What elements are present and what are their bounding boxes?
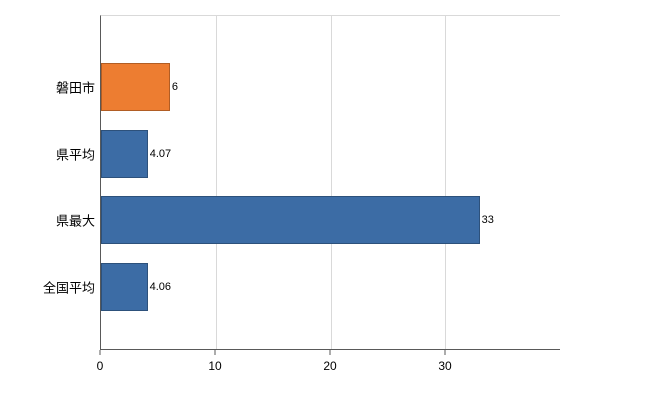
category-label: 県平均 bbox=[55, 147, 95, 163]
category-label: 県最大 bbox=[55, 213, 95, 229]
x-tick-mark bbox=[99, 350, 101, 355]
bar-row: 磐田市 6 bbox=[56, 54, 560, 121]
x-tick-mark bbox=[214, 350, 216, 355]
x-tick-label: 0 bbox=[96, 359, 104, 373]
category-label: 磐田市 bbox=[55, 80, 95, 96]
category-label: 全国平均 bbox=[42, 280, 95, 296]
x-tick-label: 10 bbox=[208, 359, 222, 373]
bar-row: 県平均 4.07 bbox=[56, 121, 560, 188]
gridline bbox=[215, 16, 217, 349]
bars-layer: 磐田市 6 県平均 4.07 県最大 33 全国平均 4.06 bbox=[43, 54, 560, 321]
bar-row: 全国平均 4.06 bbox=[43, 254, 560, 321]
x-axis: 0 10 20 30 bbox=[96, 350, 560, 380]
bar-value-label: 4.06 bbox=[149, 280, 171, 293]
bar-row: 県最大 33 bbox=[56, 187, 560, 254]
x-tick-label: 30 bbox=[438, 359, 452, 373]
gridline bbox=[330, 16, 332, 349]
bar-value-label: 6 bbox=[171, 81, 178, 94]
x-tick-label: 20 bbox=[323, 359, 337, 373]
bar: 33 bbox=[101, 196, 494, 245]
gridline bbox=[445, 16, 447, 349]
bar-value-label: 33 bbox=[481, 214, 494, 227]
bar: 4.06 bbox=[101, 262, 171, 311]
bar: 6 bbox=[101, 63, 178, 112]
x-tick-mark bbox=[329, 350, 331, 355]
plot-area: 磐田市 6 県平均 4.07 県最大 33 全国平均 4.06 bbox=[43, 15, 560, 350]
x-tick-mark bbox=[444, 350, 446, 355]
bar-value-label: 4.07 bbox=[149, 147, 172, 160]
bar: 4.07 bbox=[101, 129, 171, 178]
